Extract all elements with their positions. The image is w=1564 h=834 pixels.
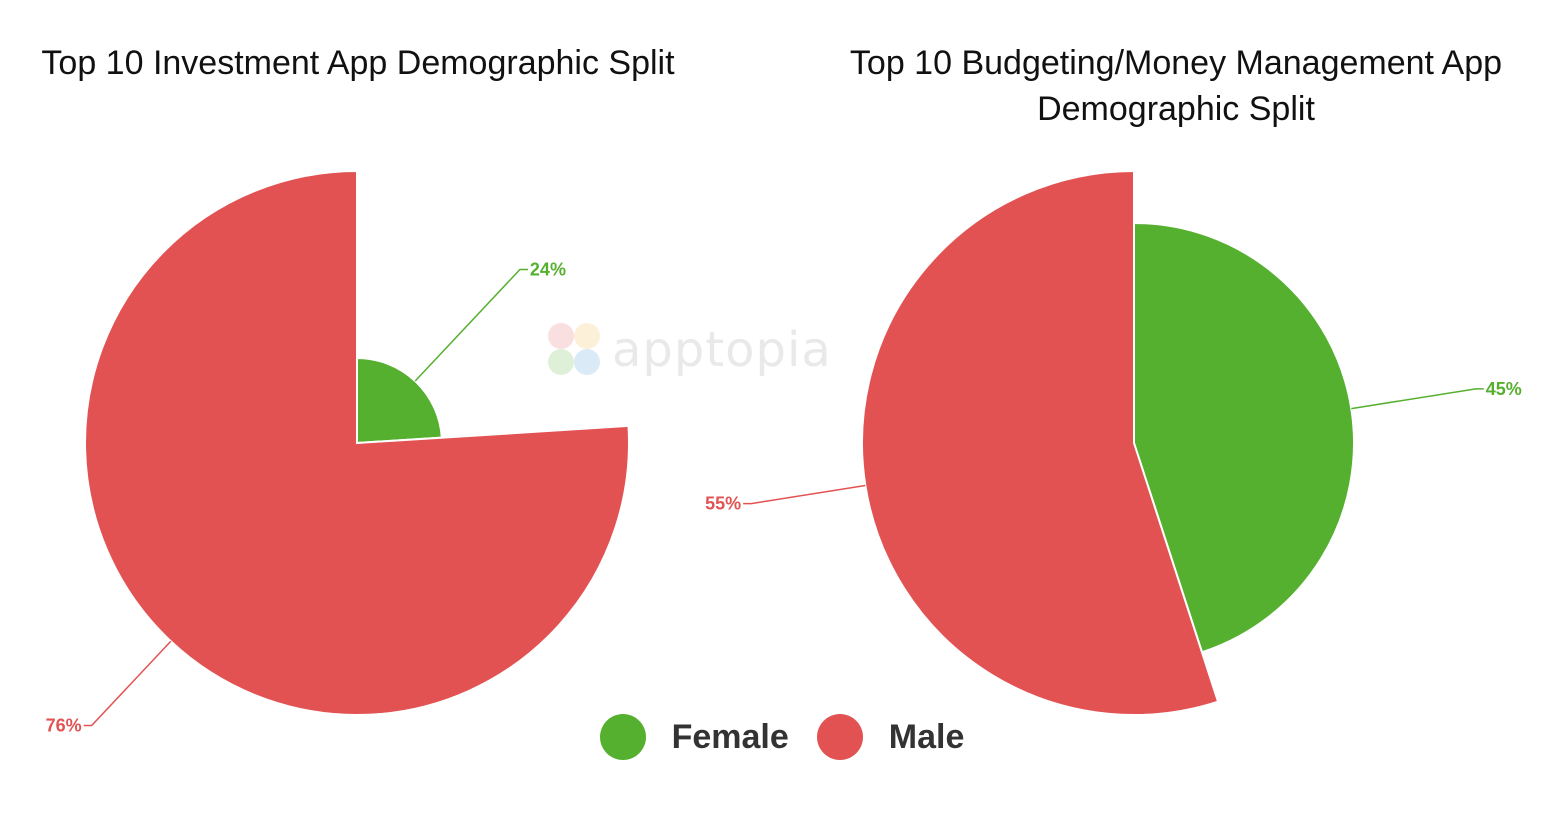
leader-line-budgeting-female [1351, 388, 1484, 410]
data-label-budgeting-female: 45% [1486, 379, 1522, 399]
pie-slice-budgeting-male[interactable] [861, 169, 1220, 716]
leader-line-investment-male [83, 640, 172, 727]
legend-swatch-male [816, 714, 863, 760]
pie-slice-investment-male[interactable] [84, 169, 630, 716]
data-label-investment-male: 76% [46, 716, 82, 736]
watermark-text: apptopia [612, 322, 832, 378]
chart-title-investment: Top 10 Investment App Demographic Split [41, 44, 675, 82]
leader-line-budgeting-male [743, 484, 866, 505]
legend-swatch-female [599, 714, 646, 760]
data-label-budgeting-male: 55% [705, 494, 741, 514]
apptopia-logo-icon [548, 323, 602, 377]
chart-title-budgeting: Top 10 Budgeting/Money Management App De… [849, 44, 1503, 128]
data-label-investment-female: 24% [530, 260, 566, 280]
apptopia-watermark: apptopia [548, 322, 832, 378]
legend-item-female[interactable]: Female [599, 714, 789, 760]
legend: Female Male [0, 714, 1564, 760]
leader-line-investment-female [414, 268, 528, 382]
legend-label-male: Male [888, 717, 965, 756]
legend-item-male[interactable]: Male [816, 714, 965, 760]
pie-slice-budgeting-female[interactable] [1133, 221, 1355, 654]
legend-label-female: Female [671, 717, 789, 756]
pie-slice-investment-female[interactable] [356, 356, 443, 445]
